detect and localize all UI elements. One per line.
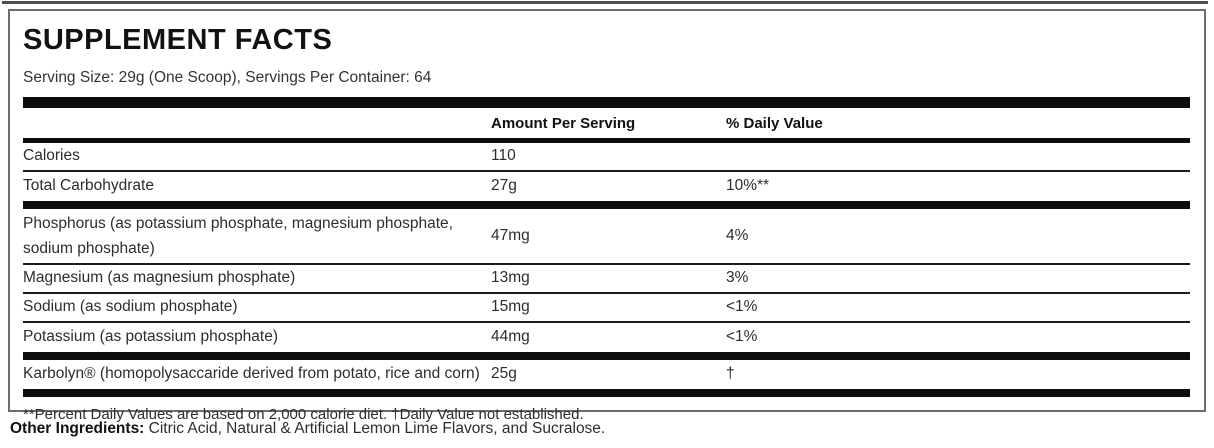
serving-size-line: Serving Size: 29g (One Scoop), Servings … xyxy=(23,69,432,86)
nutrient-name: Sodium (as sodium phosphate) xyxy=(23,298,238,316)
nutrient-amount: 44mg xyxy=(491,328,530,346)
nutrient-daily-value: 10%** xyxy=(726,177,770,195)
supplement-facts-panel: SUPPLEMENT FACTS Serving Size: 29g (One … xyxy=(8,9,1206,422)
nutrient-row-karbolyn: Karbolyn® (homopolysaccaride derived fro… xyxy=(23,360,1190,389)
nutrient-amount: 27g xyxy=(491,177,517,195)
nutrient-row-magnesium: Magnesium (as magnesium phosphate) 13mg … xyxy=(23,265,1190,294)
nutrient-daily-value: <1% xyxy=(726,328,758,346)
daily-value-header: % Daily Value xyxy=(726,114,823,132)
nutrient-name: Total Carbohydrate xyxy=(23,177,154,195)
amount-per-serving-header: Amount Per Serving xyxy=(491,114,636,132)
nutrient-daily-value: <1% xyxy=(726,298,758,316)
nutrient-name: Phosphorus (as potassium phosphate, magn… xyxy=(23,214,453,257)
nutrient-name: Magnesium (as magnesium phosphate) xyxy=(23,269,296,287)
column-header-row: Amount Per Serving % Daily Value xyxy=(23,108,1190,138)
nutrient-row-calories: Calories 110 xyxy=(23,143,1190,172)
nutrient-row-potassium: Potassium (as potassium phosphate) 44mg … xyxy=(23,323,1190,352)
daily-value-footnote: **Percent Daily Values are based on 2,00… xyxy=(23,405,584,423)
thick-divider xyxy=(23,388,1190,397)
medium-divider xyxy=(23,137,1190,143)
nutrient-amount: 25g xyxy=(491,365,517,383)
nutrient-name: Potassium (as potassium phosphate) xyxy=(23,328,279,346)
nutrient-row-total-carbohydrate: Total Carbohydrate 27g 10%** xyxy=(23,172,1190,201)
nutrient-amount: 13mg xyxy=(491,269,530,287)
nutrient-daily-value: 3% xyxy=(726,269,749,287)
nutrient-daily-value: 4% xyxy=(726,226,749,244)
thick-divider xyxy=(23,200,1190,209)
other-ingredients-text: Citric Acid, Natural & Artificial Lemon … xyxy=(144,420,606,437)
panel-title: SUPPLEMENT FACTS xyxy=(23,24,333,56)
thick-divider xyxy=(23,351,1190,360)
nutrient-name: Karbolyn® (homopolysaccaride derived fro… xyxy=(23,365,480,383)
nutrient-row-sodium: Sodium (as sodium phosphate) 15mg <1% xyxy=(23,294,1190,323)
nutrient-amount: 47mg xyxy=(491,226,530,244)
nutrient-amount: 15mg xyxy=(491,298,530,316)
thick-divider xyxy=(23,96,1190,108)
nutrient-row-phosphorus: Phosphorus (as potassium phosphate, magn… xyxy=(23,209,1190,265)
other-ingredients-label: Other Ingredients: xyxy=(10,420,145,437)
other-ingredients-line: Other Ingredients: Citric Acid, Natural … xyxy=(10,421,605,437)
nutrient-daily-value: † xyxy=(726,365,735,383)
top-divider-strip xyxy=(2,1,1208,4)
nutrient-name: Calories xyxy=(23,147,80,165)
nutrient-amount: 110 xyxy=(491,147,516,165)
